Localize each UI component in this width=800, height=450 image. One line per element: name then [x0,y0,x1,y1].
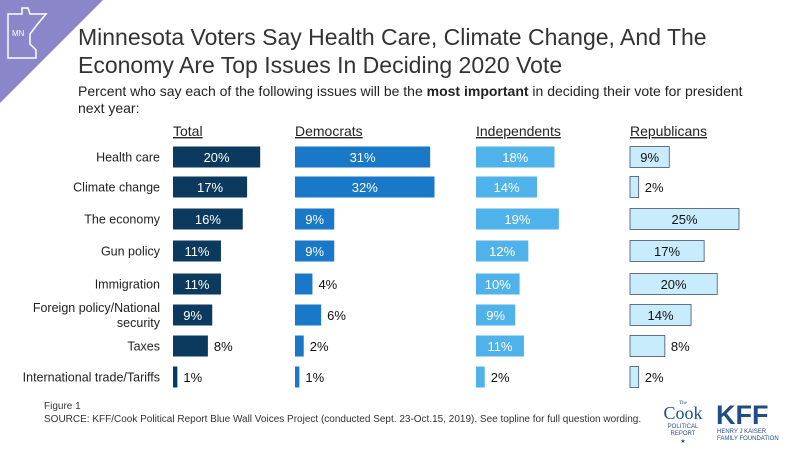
data-label-democrats: 6% [327,308,346,323]
bar-republicans [629,273,718,295]
bar-total [173,304,213,326]
bar-democrats [295,240,335,262]
data-label-democrats: 32% [352,180,378,195]
bar-republicans [629,208,740,230]
column-header-independents: Independents [476,123,561,139]
data-label-republicans: 2% [645,370,664,385]
data-label-republicans: 25% [671,212,697,227]
kff-logo: KFF HENRY J KAISER FAMILY FOUNDATION [716,400,779,442]
bar-republicans [629,146,670,168]
data-label-republicans: 14% [648,308,674,323]
category-label: Gun policy [101,245,161,259]
bar-total [173,240,221,262]
data-label-independents: 2% [491,370,510,385]
bar-independents [476,304,516,326]
data-label-independents: 11% [487,339,512,354]
column-header-democrats: Democrats [295,123,363,139]
data-label-democrats: 9% [305,212,324,227]
cook-logo-sub1: POLITICAL [668,424,699,430]
category-label: International trade/Tariffs [23,371,160,385]
bar-democrats [295,273,313,295]
subtitle-text-2: in deciding their vote for president nex… [78,83,743,116]
bar-total [173,146,261,168]
data-label-independents: 18% [502,150,528,165]
data-label-republicans: 17% [654,244,680,259]
bar-democrats [295,176,435,198]
cook-political-report-logo: The Cook POLITICAL REPORT ★ [663,401,702,444]
data-label-republicans: 8% [671,339,690,354]
data-label-democrats: 9% [305,244,324,259]
source-note: SOURCE: KFF/Cook Political Report Blue W… [44,414,642,425]
data-label-total: 16% [195,212,221,227]
bar-independents [476,240,529,262]
bar-democrats [295,304,322,326]
bar-republicans [629,304,692,326]
category-label: Health care [96,151,160,165]
column-header-total: Total [173,123,203,139]
bar-independents [476,176,538,198]
data-label-independents: 12% [489,244,515,259]
minnesota-corner-badge: MN [0,0,103,103]
figure-label: Figure 1 [44,401,81,412]
kff-logo-sub2: FAMILY FOUNDATION [717,436,779,442]
kff-logo-main: KFF [716,400,768,430]
page-subtitle: Percent who say each of the following is… [78,83,758,117]
data-label-total: 8% [214,339,233,354]
category-label: Climate change [73,181,160,195]
bar-democrats [295,208,335,230]
category-label: The economy [84,213,160,227]
data-label-independents: 10% [485,277,511,292]
data-label-republicans: 9% [640,150,659,165]
data-label-total: 20% [204,150,230,165]
minnesota-map-icon [7,7,48,59]
category-label: Immigration [95,278,160,292]
bar-republicans [629,335,666,357]
data-label-democrats: 2% [310,339,329,354]
cook-logo-the: The [679,401,688,406]
cook-logo-sub2: REPORT [671,431,696,437]
bar-total [173,366,178,388]
data-label-independents: 9% [486,308,505,323]
bar-independents [476,366,485,388]
data-label-independents: 19% [504,212,530,227]
bar-total [173,208,243,230]
bar-total [173,273,221,295]
data-label-total: 17% [197,180,223,195]
cook-logo-main: Cook [663,403,702,423]
state-badge-label: MN [12,29,25,38]
bar-republicans [629,176,640,198]
column-header-republicans: Republicans [630,123,707,139]
data-label-total: 1% [183,370,202,385]
corner-triangle [0,0,103,103]
subtitle-bold: most important [426,83,529,99]
bar-total [173,335,208,357]
kff-logo-sub1: HENRY J KAISER [717,429,767,435]
data-label-republicans: 2% [645,180,664,195]
subtitle-text-1: Percent who say each of the following is… [78,83,427,99]
data-label-republicans: 20% [661,277,687,292]
bar-democrats [295,335,304,357]
data-label-total: 11% [184,244,209,259]
bar-independents [476,146,555,168]
bar-republicans [629,240,705,262]
data-label-democrats: 4% [318,277,337,292]
bar-republicans [629,366,640,388]
bar-democrats [295,146,431,168]
page-title: Minnesota Voters Say Health Care, Climat… [78,24,707,78]
data-label-democrats: 1% [305,370,324,385]
data-label-independents: 14% [494,180,520,195]
bar-independents [476,273,520,295]
bar-total [173,176,248,198]
data-label-democrats: 31% [350,150,376,165]
category-label: Foreign policy/National security [33,301,161,330]
data-label-total: 9% [183,308,202,323]
data-label-total: 11% [184,277,209,292]
category-label: Taxes [127,340,160,354]
bar-democrats [295,366,300,388]
cook-logo-star-icon: ★ [680,438,685,444]
bar-independents [476,208,559,230]
bar-independents [476,335,524,357]
